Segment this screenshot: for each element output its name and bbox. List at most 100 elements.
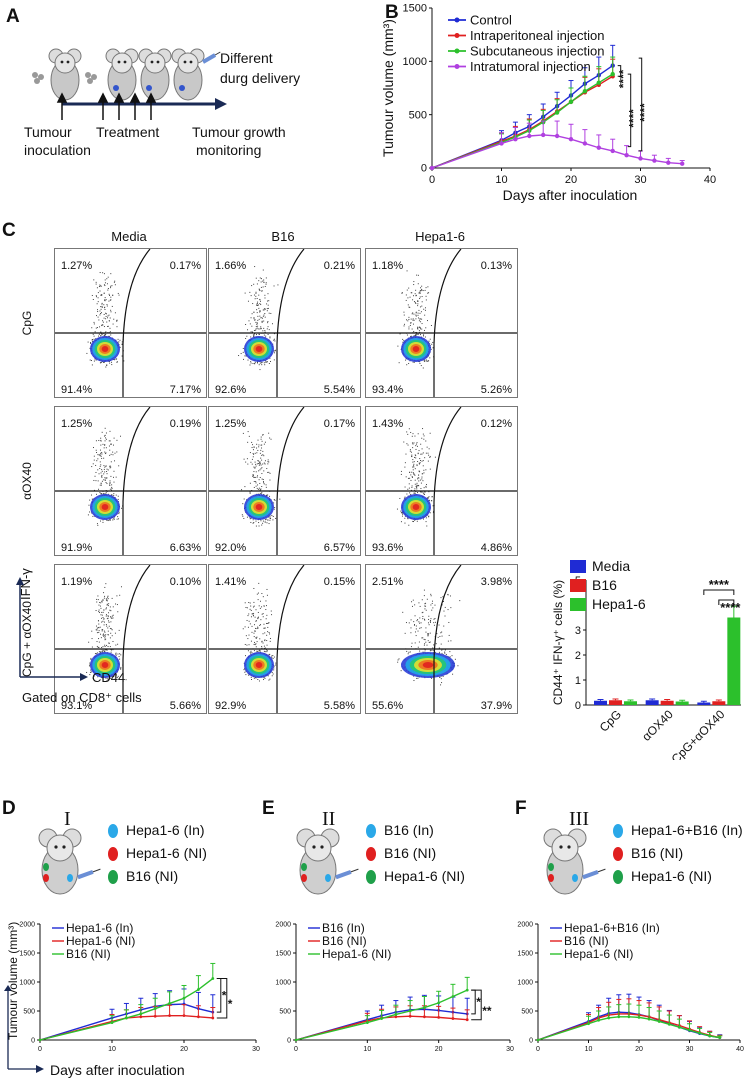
event-dot [417,328,419,330]
event-dot [417,305,419,307]
event-dot [107,469,109,471]
event-dot [105,447,107,449]
event-dot [409,449,411,451]
event-dot [105,313,107,315]
flow-column-title: Media [111,229,147,244]
event-dot [418,474,420,476]
event-dot [109,360,111,362]
event-dot [261,447,263,449]
event-dot [112,617,114,619]
event-dot [420,491,422,493]
event-dot [421,448,423,450]
event-dot [429,432,431,434]
event-dot [267,461,269,463]
event-dot [101,302,103,304]
event-dot [102,633,104,635]
event-dot [247,441,249,443]
event-dot [262,450,264,452]
event-dot [412,443,414,445]
event-dot [429,512,431,514]
event-dot [250,362,252,364]
event-dot [417,317,419,319]
event-dot [97,454,99,456]
event-dot [103,621,105,623]
event-dot [104,586,106,588]
quadrant-upper-left: 1.18% [372,260,403,272]
event-dot [101,457,103,459]
event-dot [405,453,407,455]
event-dot [263,281,265,283]
event-dot [112,476,114,478]
event-dot [269,337,271,339]
event-dot [262,269,264,271]
event-dot [247,300,249,302]
event-dot [256,487,258,489]
event-dot [105,615,107,617]
event-dot [95,464,97,466]
event-dot [101,480,103,482]
event-dot [419,292,421,294]
event-dot [264,677,266,679]
event-dot [100,464,102,466]
event-dot [398,362,400,364]
event-dot [102,646,104,648]
event-dot [419,479,421,481]
timeline-tumour: Tumour [24,124,72,140]
event-dot [411,442,413,444]
event-dot [105,481,107,483]
event-dot [240,353,242,355]
event-dot [108,445,110,447]
event-dot [421,476,423,478]
event-dot [96,641,98,643]
event-dot [102,321,104,323]
event-dot [418,477,420,479]
event-dot [104,440,106,442]
event-dot [252,334,254,336]
event-dot [268,523,270,525]
event-dot [121,507,123,509]
event-dot [103,304,105,306]
event-dot [257,460,259,462]
density-contour [101,346,109,352]
event-dot [262,454,264,456]
event-dot [251,447,253,449]
event-dot [414,335,416,337]
event-dot [264,331,266,333]
event-dot [103,609,105,611]
event-dot [250,361,252,363]
event-dot [264,441,266,443]
data-point [666,160,671,165]
event-dot [89,671,91,673]
event-dot [107,325,109,327]
event-dot [259,452,261,454]
event-dot [107,615,109,617]
event-dot [106,364,108,366]
event-dot [423,334,425,336]
event-dot [109,317,111,319]
event-dot [256,303,258,305]
event-dot [102,320,104,322]
event-dot [111,635,113,637]
event-dot [105,607,107,609]
event-dot [257,626,259,628]
event-dot [267,326,269,328]
event-dot [106,304,108,306]
event-dot [99,449,101,451]
event-dot [115,476,117,478]
event-dot [92,333,94,335]
event-dot [262,463,264,465]
event-dot [103,465,105,467]
event-dot [259,624,261,626]
event-dot [261,444,263,446]
quadrant-upper-right: 0.21% [324,260,355,272]
event-dot [254,319,256,321]
event-dot [106,283,108,285]
event-dot [99,362,101,364]
event-dot [103,635,105,637]
flow-plot: 1.25% 0.19% 91.9% 6.63% [54,406,207,556]
event-dot [408,287,410,289]
event-dot [109,609,111,611]
event-dot [256,297,258,299]
event-dot [108,314,110,316]
event-dot [91,364,93,366]
